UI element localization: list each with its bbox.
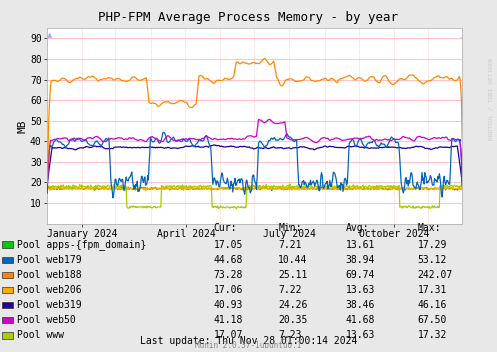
Text: Pool apps-{fpm_domain}: Pool apps-{fpm_domain} <box>17 239 147 250</box>
Text: 17.05: 17.05 <box>214 240 243 250</box>
Text: 67.50: 67.50 <box>417 315 447 325</box>
Text: 69.74: 69.74 <box>345 270 375 280</box>
Text: 7.23: 7.23 <box>278 331 302 340</box>
Text: 24.26: 24.26 <box>278 300 308 310</box>
Text: 53.12: 53.12 <box>417 255 447 265</box>
Text: 41.18: 41.18 <box>214 315 243 325</box>
Y-axis label: MB: MB <box>17 119 27 133</box>
Text: Pool web50: Pool web50 <box>17 315 76 325</box>
Text: RRDTOOL / TOBI OETIKER: RRDTOOL / TOBI OETIKER <box>489 57 494 140</box>
Text: Pool web179: Pool web179 <box>17 255 82 265</box>
Text: 44.68: 44.68 <box>214 255 243 265</box>
Text: 7.22: 7.22 <box>278 285 302 295</box>
Text: Avg:: Avg: <box>345 222 369 233</box>
Text: 17.29: 17.29 <box>417 240 447 250</box>
Text: 13.61: 13.61 <box>345 240 375 250</box>
Text: Pool www: Pool www <box>17 331 65 340</box>
Text: Last update: Thu Nov 28 01:00:14 2024: Last update: Thu Nov 28 01:00:14 2024 <box>140 337 357 346</box>
Text: 40.93: 40.93 <box>214 300 243 310</box>
Text: 17.31: 17.31 <box>417 285 447 295</box>
Text: Cur:: Cur: <box>214 222 237 233</box>
Text: 7.21: 7.21 <box>278 240 302 250</box>
Text: 13.63: 13.63 <box>345 285 375 295</box>
Text: Pool web206: Pool web206 <box>17 285 82 295</box>
Text: 73.28: 73.28 <box>214 270 243 280</box>
Text: 46.16: 46.16 <box>417 300 447 310</box>
Text: ·: · <box>460 34 462 43</box>
Text: ▲: ▲ <box>47 32 53 38</box>
Text: Min:: Min: <box>278 222 302 233</box>
Text: ·: · <box>458 134 462 148</box>
Text: 38.46: 38.46 <box>345 300 375 310</box>
Text: 10.44: 10.44 <box>278 255 308 265</box>
Text: PHP-FPM Average Process Memory - by year: PHP-FPM Average Process Memory - by year <box>98 11 399 24</box>
Text: 17.07: 17.07 <box>214 331 243 340</box>
Text: Munin 2.0.37-1ubuntu0.1: Munin 2.0.37-1ubuntu0.1 <box>195 341 302 350</box>
Text: Pool web188: Pool web188 <box>17 270 82 280</box>
Text: Pool web319: Pool web319 <box>17 300 82 310</box>
Text: 38.94: 38.94 <box>345 255 375 265</box>
Text: 20.35: 20.35 <box>278 315 308 325</box>
Text: 41.68: 41.68 <box>345 315 375 325</box>
Text: 13.63: 13.63 <box>345 331 375 340</box>
Text: 25.11: 25.11 <box>278 270 308 280</box>
Text: 17.32: 17.32 <box>417 331 447 340</box>
Text: 17.06: 17.06 <box>214 285 243 295</box>
Text: Max:: Max: <box>417 222 441 233</box>
Text: 242.07: 242.07 <box>417 270 453 280</box>
